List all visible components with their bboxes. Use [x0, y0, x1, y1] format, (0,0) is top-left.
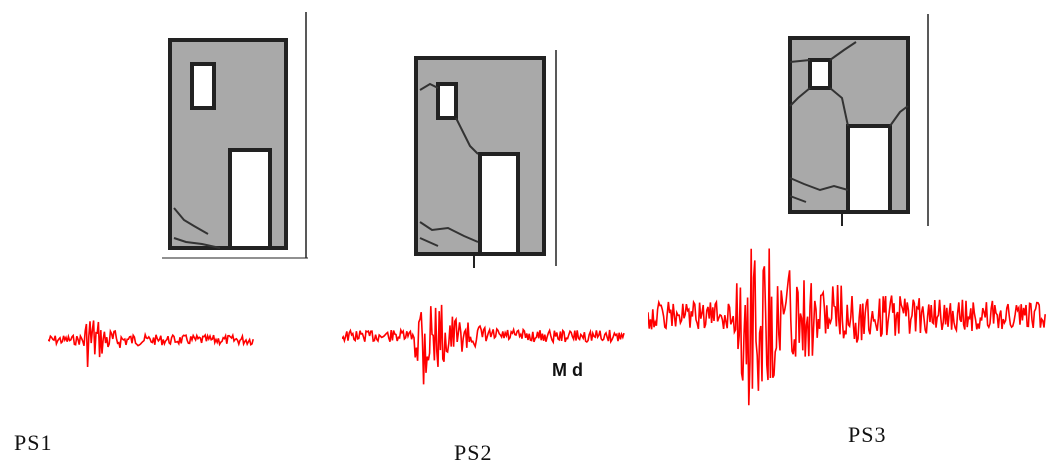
- ps2-crack: [419, 82, 479, 247]
- ps2-wall-diagram: [414, 50, 557, 268]
- ps2-seismogram-trace: [342, 304, 625, 385]
- ps1-window: [190, 62, 216, 110]
- ps1-crack: [173, 207, 221, 249]
- ps2-door: [478, 152, 520, 256]
- ps2-annotation: M d: [552, 360, 583, 380]
- ps3-wall-diagram: [788, 14, 929, 226]
- ps3-window: [808, 58, 832, 90]
- ps3-door: [846, 124, 892, 214]
- ps2-label: PS2: [454, 440, 493, 465]
- ps1-seismogram: [48, 320, 254, 368]
- ps3-crack: [789, 41, 909, 203]
- ps1-label: PS1: [14, 430, 53, 455]
- ps1-seismogram-trace: [48, 320, 254, 368]
- ps3-label: PS3: [848, 422, 887, 447]
- ps2-seismogram: [342, 304, 625, 385]
- ps2-window: [436, 82, 458, 120]
- ps3-seismogram: [648, 248, 1046, 406]
- ps1-door: [228, 148, 272, 250]
- ps3-seismogram-trace: [648, 248, 1046, 406]
- ps1-wall-diagram: [162, 12, 308, 259]
